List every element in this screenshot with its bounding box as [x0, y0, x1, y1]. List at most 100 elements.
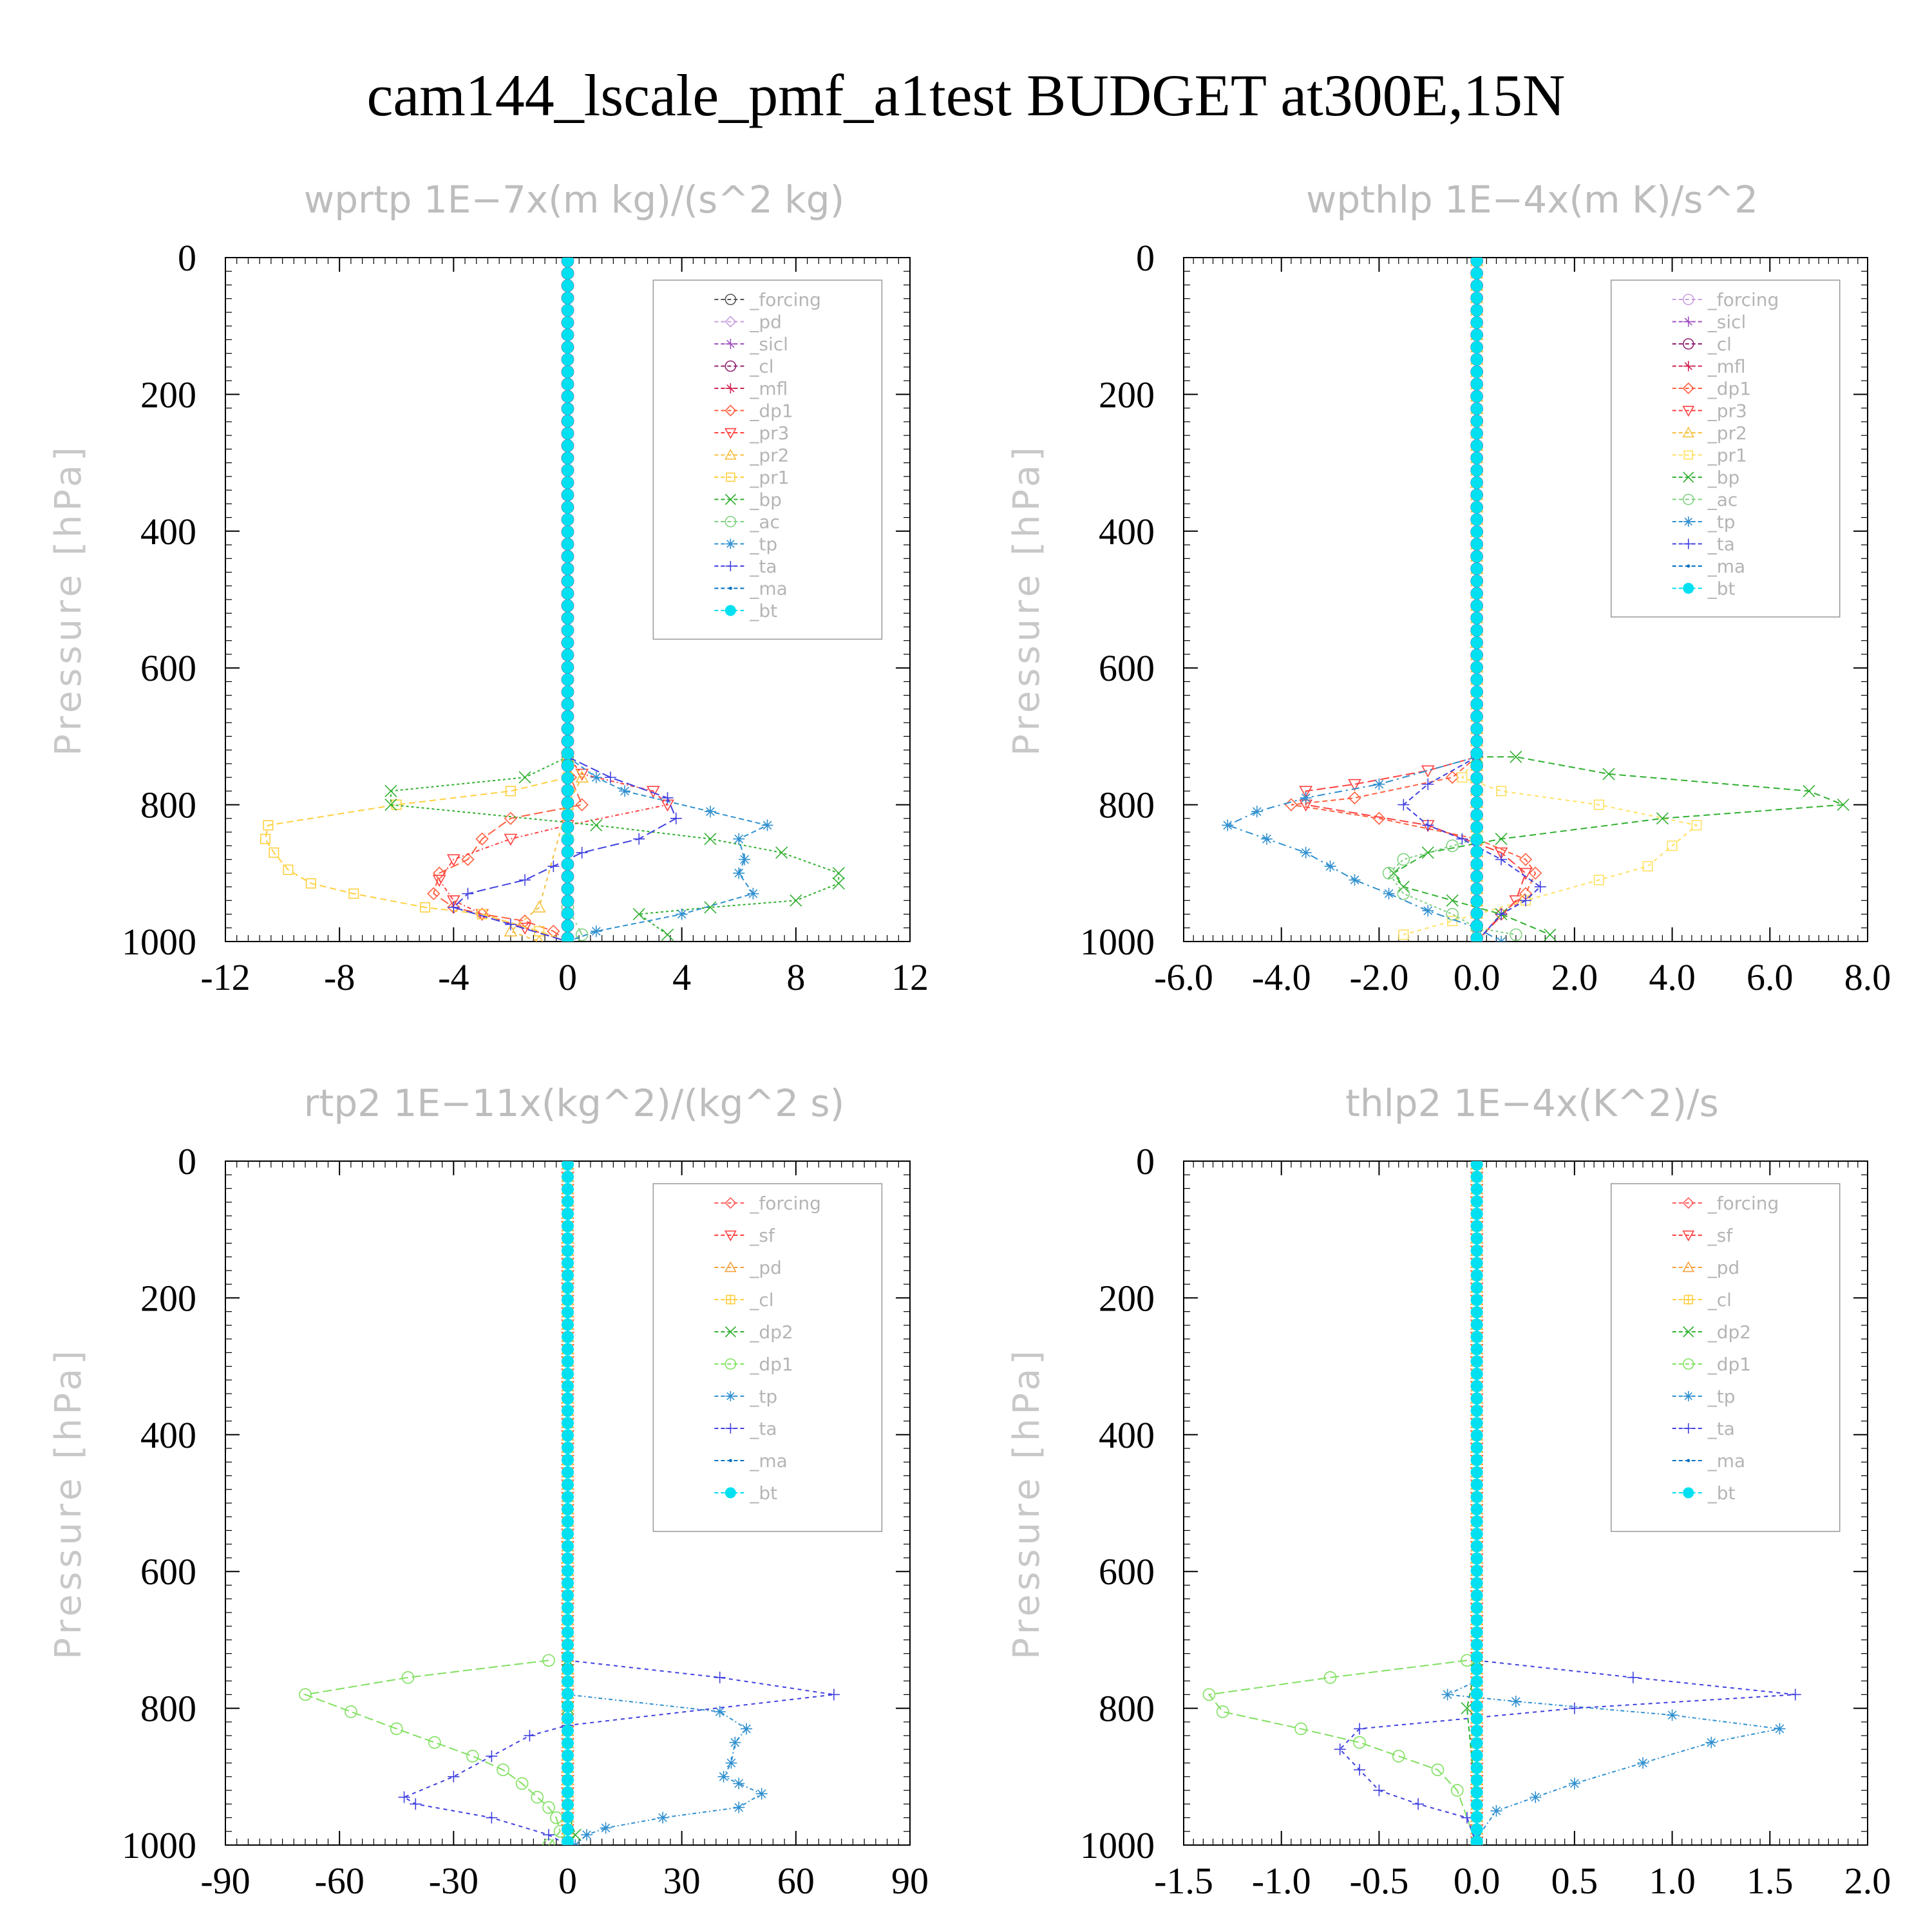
x-tick-label: -1.5	[1154, 1860, 1213, 1902]
data-point	[1422, 819, 1434, 831]
x-tick-label: -90	[200, 1860, 250, 1902]
data-point	[1470, 1379, 1483, 1392]
data-point	[562, 735, 574, 748]
data-point	[532, 900, 546, 913]
series-group	[299, 1161, 840, 1845]
series-line-bp	[1392, 756, 1844, 936]
data-point	[562, 513, 574, 526]
data-point	[1470, 1294, 1483, 1307]
data-point	[1202, 1688, 1216, 1701]
data-point	[761, 819, 773, 831]
legend-item: _mfl	[714, 378, 788, 399]
data-point	[1398, 929, 1409, 940]
data-point	[1354, 1723, 1366, 1735]
data-point	[562, 1700, 574, 1712]
x-tick-label: 60	[777, 1860, 815, 1902]
legend-item: _forcing	[1672, 1193, 1779, 1214]
x-tick-label: -1.0	[1252, 1860, 1311, 1902]
data-point	[1470, 258, 1483, 267]
data-point	[562, 1454, 574, 1466]
data-point	[542, 1829, 554, 1841]
data-point	[1470, 341, 1483, 354]
data-point	[562, 1232, 574, 1245]
data-point	[562, 723, 574, 735]
data-point	[1495, 936, 1508, 942]
legend-label: _dp1	[1707, 378, 1751, 399]
legend-label: _dp1	[749, 401, 793, 422]
legend-item: _pd	[714, 1257, 782, 1278]
data-point	[575, 768, 589, 781]
data-point	[647, 786, 660, 799]
y-tick-label: 1000	[122, 921, 196, 963]
series-line-tp	[1226, 756, 1502, 942]
data-point	[562, 673, 574, 686]
x-tick-label: 6.0	[1747, 956, 1794, 998]
data-point	[1683, 450, 1693, 460]
legend-item: _forcing	[1672, 289, 1779, 310]
data-point	[1397, 853, 1410, 866]
legend-item: _sicl	[714, 334, 788, 355]
data-point	[562, 846, 574, 858]
y-tick-label: 400	[1099, 511, 1155, 553]
data-point	[562, 1589, 574, 1602]
data-point	[1470, 267, 1483, 279]
data-point	[590, 819, 603, 832]
data-point	[724, 1261, 737, 1273]
data-point	[562, 1220, 574, 1233]
legend-item: _dp2	[714, 1321, 793, 1343]
legend-item: _mfl	[1672, 356, 1746, 377]
data-point	[733, 1777, 745, 1790]
data-point	[562, 772, 574, 784]
data-point	[562, 612, 574, 625]
legend-label: _pr2	[749, 445, 789, 466]
data-point	[427, 887, 440, 900]
data-point	[562, 574, 574, 587]
data-point	[562, 1737, 574, 1750]
legend-label: _sf	[1707, 1225, 1734, 1246]
legend-label: _tp	[1707, 1386, 1736, 1407]
series-line-dp1	[1208, 1660, 1478, 1845]
series-line-pr3	[1305, 756, 1527, 942]
data-point	[1656, 812, 1669, 825]
legend-label: _pd	[749, 1257, 782, 1278]
data-point	[1470, 1195, 1483, 1208]
y-tick-label: 400	[140, 1414, 196, 1456]
data-point	[428, 1736, 441, 1749]
y-tick-label: 1000	[1080, 921, 1155, 963]
data-point	[562, 1798, 574, 1811]
data-point	[725, 1294, 736, 1305]
series-group	[1202, 1161, 1801, 1845]
data-point	[1470, 526, 1483, 538]
data-point	[1470, 550, 1483, 563]
data-point	[1627, 1671, 1639, 1683]
data-point	[562, 1417, 574, 1430]
data-point	[1470, 1454, 1483, 1466]
data-point	[1470, 292, 1483, 305]
data-point	[1470, 365, 1483, 378]
data-point	[1470, 1220, 1483, 1233]
legend-item: _ma	[714, 578, 788, 600]
data-point	[1470, 870, 1483, 883]
data-point	[504, 918, 516, 931]
legend-label: _tp	[749, 534, 777, 555]
legend-label: _sicl	[749, 334, 788, 355]
data-point	[1470, 1417, 1483, 1430]
data-point	[728, 1459, 732, 1463]
data-point	[384, 784, 397, 797]
data-point	[505, 786, 516, 797]
legend-label: _ta	[1707, 1418, 1735, 1439]
data-point	[1446, 894, 1459, 907]
data-point	[562, 328, 574, 341]
data-point	[562, 377, 574, 390]
legend-label: _pr1	[749, 467, 789, 488]
data-point	[519, 874, 531, 886]
data-point	[1470, 1564, 1483, 1577]
data-point	[1300, 846, 1312, 858]
data-point	[1682, 426, 1695, 438]
x-tick-label: -8	[324, 956, 355, 998]
data-point	[562, 1626, 574, 1639]
data-point	[1451, 1784, 1464, 1797]
series-group	[260, 258, 845, 942]
data-point	[1683, 471, 1694, 483]
